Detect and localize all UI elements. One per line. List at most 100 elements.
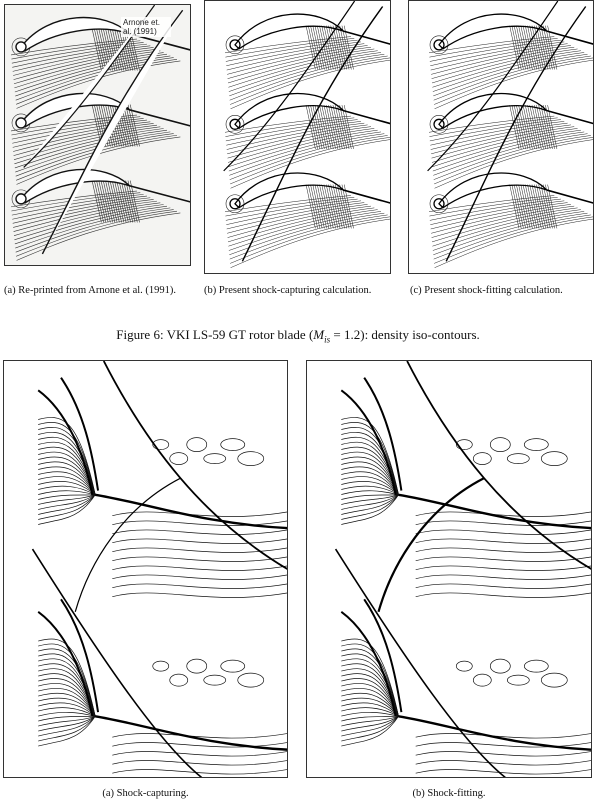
figure7-caption-a: (a) Shock-capturing. <box>102 788 189 799</box>
expansion-fan-contour <box>38 648 96 717</box>
leading-edge-circle <box>229 198 241 210</box>
expansion-fan-contour <box>38 494 96 505</box>
passage-iso-contour <box>112 574 287 580</box>
density-iso-contour <box>228 131 382 172</box>
dense-contour-line <box>531 105 542 150</box>
leading-edge-circle <box>433 39 445 51</box>
dense-contour-line <box>326 184 336 229</box>
dense-contour-line <box>105 180 116 223</box>
passage-shock <box>41 9 184 255</box>
blade-trailing-edge <box>363 377 403 491</box>
closed-iso-contour <box>220 659 246 673</box>
closed-iso-contour <box>506 453 530 464</box>
density-iso-contour <box>16 210 178 257</box>
dense-contour-line <box>330 184 341 229</box>
dense-contour-line <box>547 25 558 70</box>
arnone-inset-label: Arnone et. al. (1991) <box>121 17 171 37</box>
expansion-fan-contour <box>38 692 96 717</box>
closed-iso-contour <box>186 437 208 452</box>
expansion-fan-contour <box>38 494 96 520</box>
figure6-panel-b-contours <box>223 1 390 268</box>
expansion-fan-contour <box>38 653 96 717</box>
expansion-fan-contour <box>38 476 96 495</box>
density-iso-contour <box>229 214 388 260</box>
dense-contour-line <box>317 184 327 229</box>
dense-contour-line <box>332 184 343 229</box>
expansion-fan-contour <box>341 427 399 495</box>
passage-iso-contour <box>112 547 287 553</box>
density-iso-contour <box>431 128 578 163</box>
dense-contour-line <box>314 25 325 70</box>
density-iso-contour <box>13 200 158 232</box>
expansion-fan-contour <box>341 432 399 495</box>
dense-contour-line <box>323 25 334 70</box>
dense-contour-line <box>337 184 348 229</box>
dense-contour-line <box>310 105 321 150</box>
density-iso-contour <box>230 216 390 264</box>
density-iso-contour <box>228 209 378 247</box>
dense-contour-line <box>339 25 350 70</box>
shock-line <box>129 109 190 127</box>
expansion-fan-contour <box>341 716 399 732</box>
dense-contour-line <box>538 25 549 70</box>
density-iso-contour <box>229 53 385 97</box>
dense-contour-line <box>111 180 122 223</box>
dense-contour-line <box>123 180 134 223</box>
dense-contour-line <box>531 184 542 229</box>
closed-iso-contour <box>455 660 473 672</box>
density-iso-contour <box>228 50 378 88</box>
dense-contour-line <box>111 28 122 71</box>
passage-iso-contour <box>112 520 287 526</box>
dense-contour-line <box>536 184 547 229</box>
shock-line <box>343 189 390 204</box>
blade-trailing-edge <box>60 377 100 491</box>
dense-contour-line <box>91 180 102 223</box>
closed-iso-contour <box>169 673 189 687</box>
expansion-fan-contour <box>341 471 399 495</box>
dense-contour-line <box>116 180 127 223</box>
dense-contour-line <box>538 105 549 150</box>
passage-iso-contour <box>415 556 591 562</box>
dense-contour-line <box>341 184 352 229</box>
passage-iso-contour <box>415 565 591 571</box>
density-iso-contour <box>229 212 385 256</box>
dense-contour-line <box>525 105 535 150</box>
dense-contour-line <box>547 184 558 229</box>
expansion-fan-contour <box>341 653 399 717</box>
dense-contour-line <box>109 28 120 71</box>
figure6-panel-c-contours <box>427 1 593 268</box>
expansion-fan-contour <box>341 494 399 520</box>
dense-contour-line <box>522 184 533 229</box>
expansion-fan-contour <box>341 638 399 717</box>
dense-contour-line <box>330 105 341 150</box>
dense-contour-line <box>545 184 555 229</box>
dense-contour-line <box>542 105 553 150</box>
closed-iso-contour <box>152 660 170 672</box>
oblique-shock <box>334 548 507 777</box>
passage-iso-contour <box>415 769 591 775</box>
density-iso-contour <box>227 207 375 243</box>
passage-iso-contour <box>112 760 287 766</box>
density-iso-contour <box>434 139 593 189</box>
leading-edge-circle <box>433 118 445 130</box>
dense-contour-line <box>94 28 104 71</box>
closed-iso-contour <box>472 452 492 465</box>
expansion-fan-contour <box>341 490 399 496</box>
density-iso-contour <box>430 200 565 225</box>
dense-contour-line <box>509 105 520 150</box>
dense-contour-line <box>91 28 102 71</box>
figure7-caption-b: (b) Shock-fitting. <box>412 788 486 799</box>
density-iso-contour <box>229 133 385 176</box>
dense-contour-line <box>540 105 551 150</box>
dense-contour-line <box>525 184 535 229</box>
passage-shock <box>445 6 587 262</box>
dense-contour-line <box>118 28 129 71</box>
passage-iso-contour <box>415 760 591 766</box>
closed-iso-contour <box>489 437 511 452</box>
dense-contour-line <box>343 184 354 229</box>
dense-contour-line <box>513 25 524 70</box>
passage-iso-contour <box>112 742 287 748</box>
dense-contour-line <box>328 25 339 70</box>
density-iso-contour <box>11 192 141 212</box>
expansion-fan-contour <box>38 716 96 737</box>
